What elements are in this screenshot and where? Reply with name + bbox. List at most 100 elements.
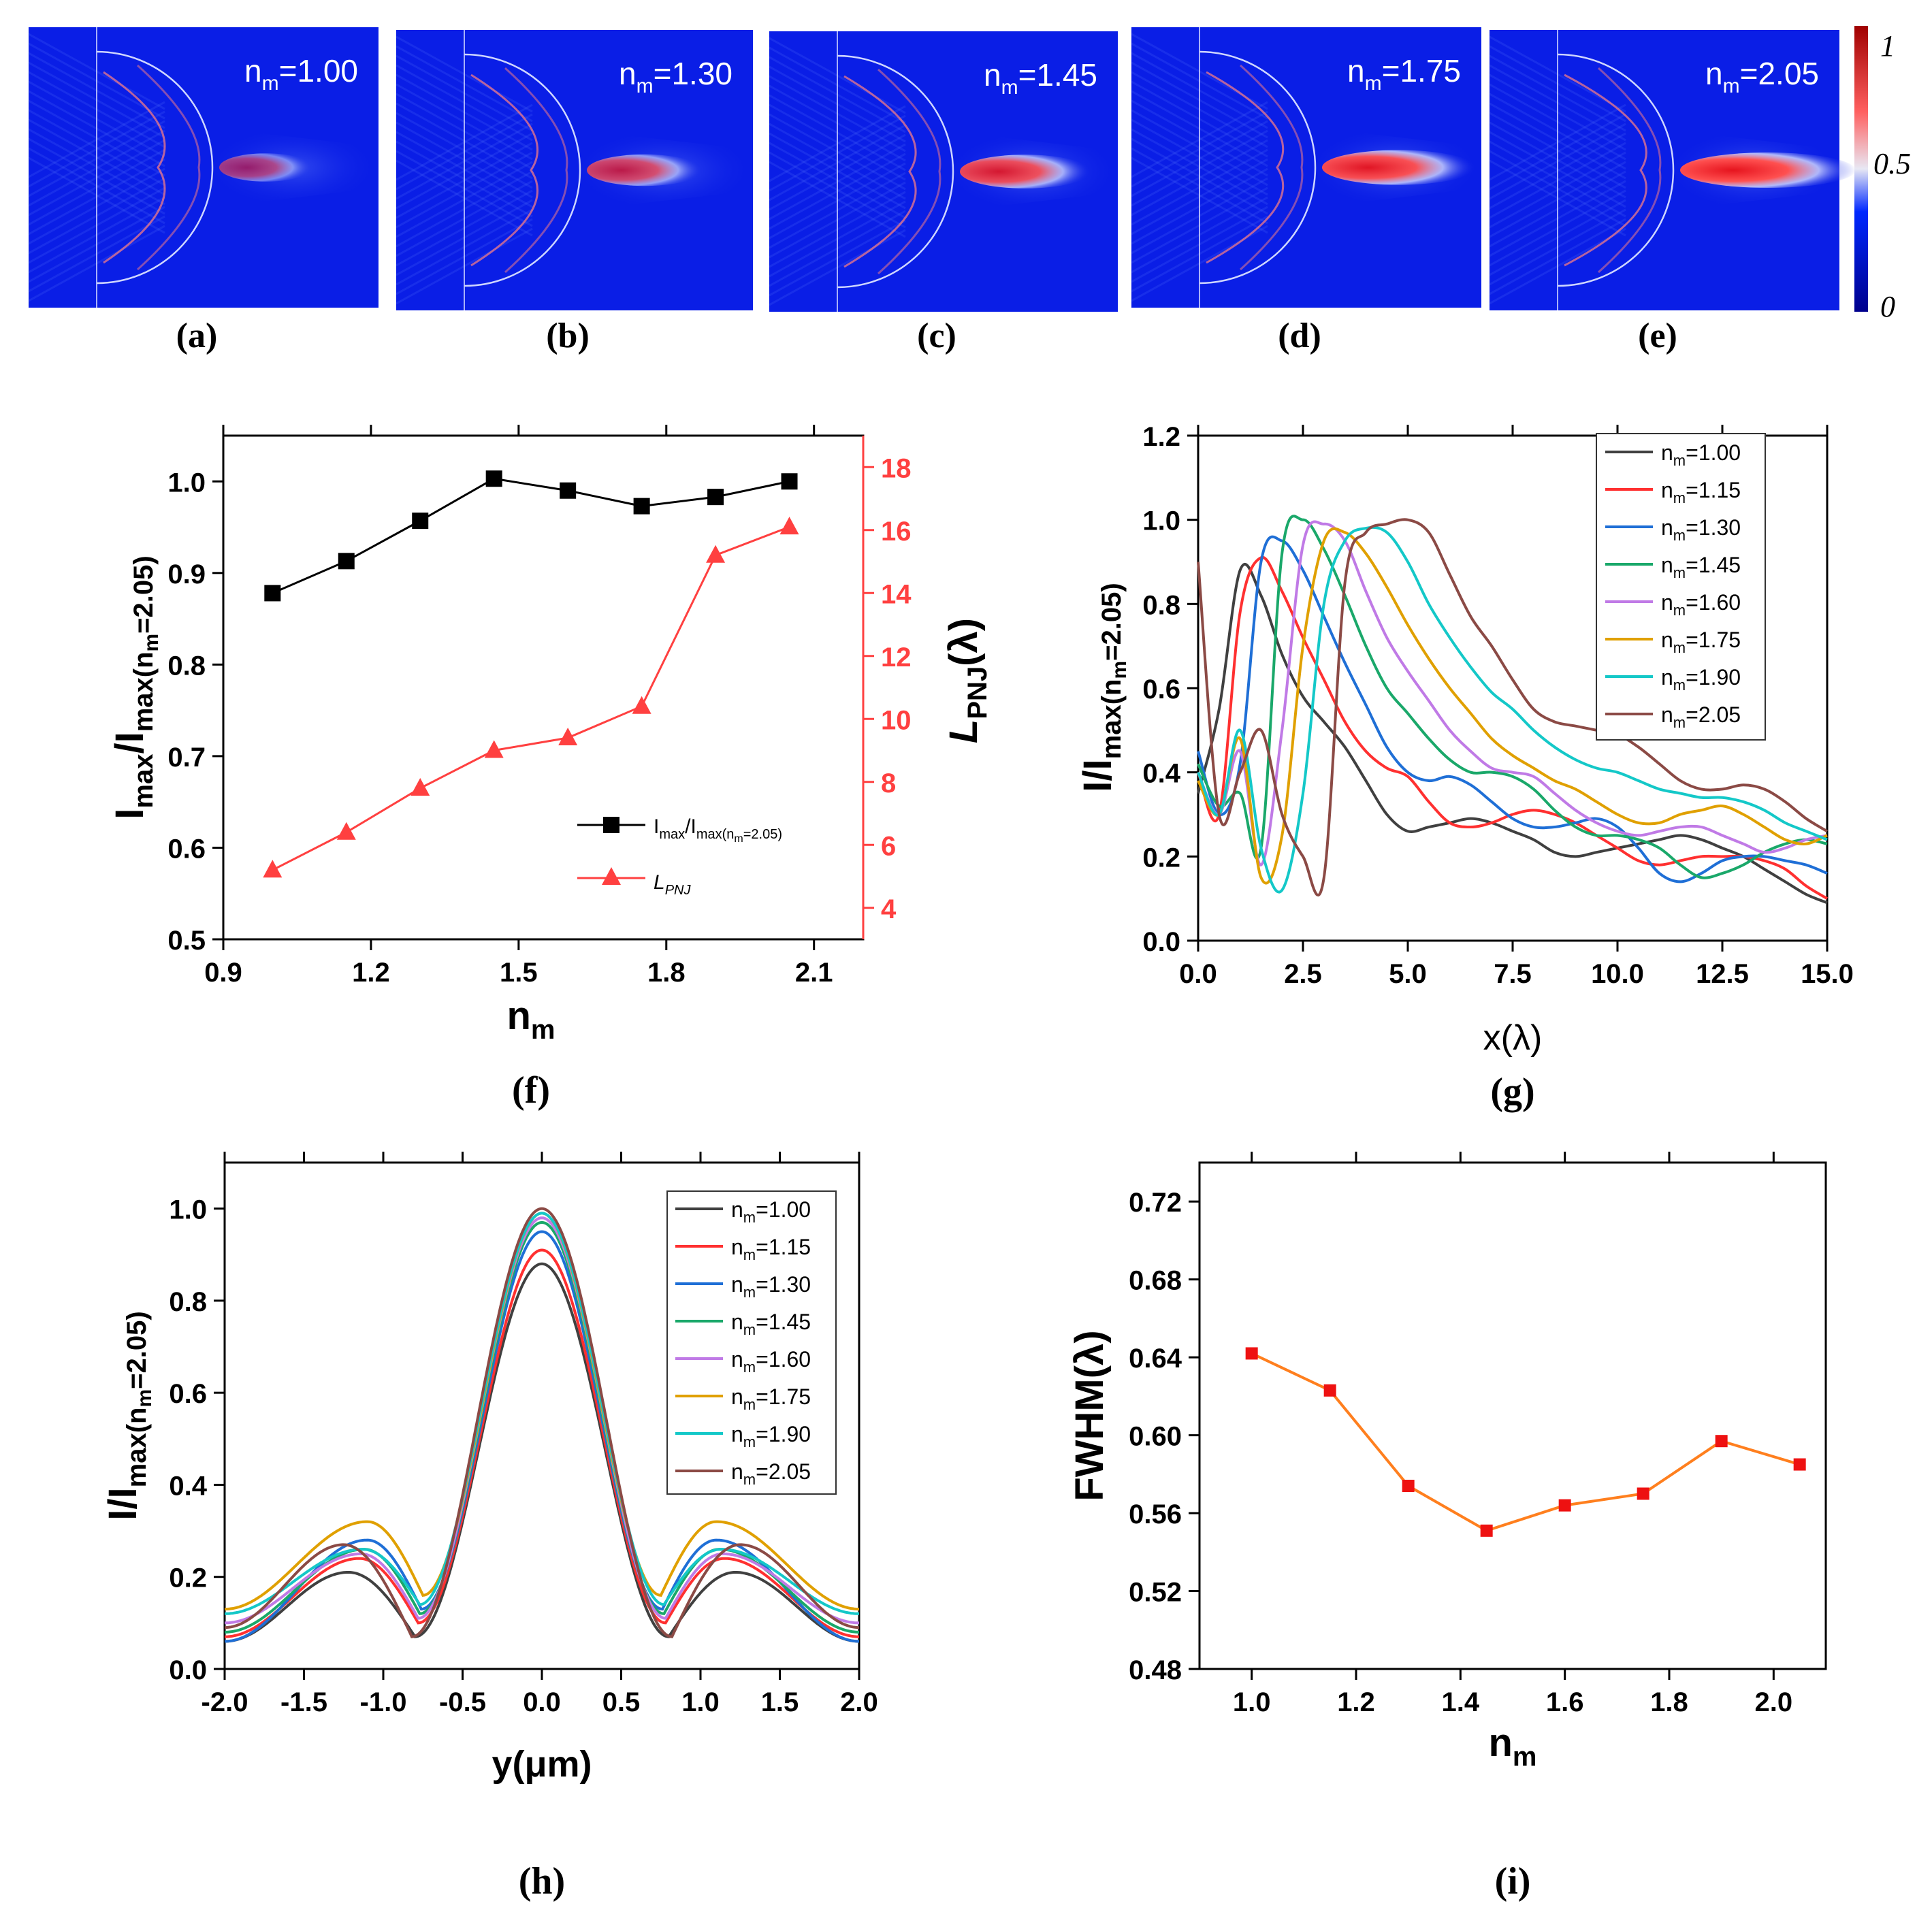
field-map-nm-symbol: n bbox=[1705, 56, 1723, 91]
legend-n: n bbox=[1661, 440, 1673, 465]
x-tick-label: 1.4 bbox=[1442, 1687, 1480, 1717]
legend-n: n bbox=[731, 1197, 743, 1222]
y-tick-label: 1.0 bbox=[1142, 506, 1180, 536]
data-point-square bbox=[707, 489, 724, 506]
field-map-panel-label: (b) bbox=[546, 317, 590, 355]
chart-f-legend: Imax/Imax(nm=2.05) LPNJ bbox=[577, 815, 782, 898]
chart-i: 1.0 1.2 1.4 1.6 1.8 2.0 0.48 0.52 0.56 0.60 0.64 0.… bbox=[1067, 1152, 1827, 1902]
y-tick-label: 0.64 bbox=[1129, 1344, 1182, 1374]
legend-label: nm=1.90 bbox=[731, 1422, 811, 1450]
colorbar-tick-1: 1 bbox=[1880, 29, 1895, 63]
field-map-nm-symbol: n bbox=[1347, 53, 1365, 88]
chart-f: 0.9 1.2 1.5 1.8 2.1 0.5 0.6 0.7 0.8 0.9 1.0 4 6 8 10 12… bbox=[108, 425, 993, 1112]
chart-i-ticks: 1.0 1.2 1.4 1.6 1.8 2.0 0.48 0.52 0.56 0.60 0.64 0.… bbox=[1129, 1152, 1792, 1717]
y-tick-label: 1.0 bbox=[169, 1195, 207, 1225]
field-map-caustic bbox=[103, 71, 166, 264]
legend-sub: m bbox=[743, 1321, 756, 1338]
series-line bbox=[224, 1248, 860, 1638]
field-map-nm-value: =2.05 bbox=[1740, 56, 1819, 91]
field-map-d: nm=1.75 bbox=[1131, 27, 1481, 308]
y-tick-label: 1.2 bbox=[1142, 422, 1180, 452]
legend-sub: m bbox=[743, 1396, 756, 1413]
y-tick-label: 0.9 bbox=[167, 559, 206, 589]
chart-i-frame bbox=[1198, 1161, 1827, 1670]
legend-n: n bbox=[1661, 702, 1673, 727]
field-map-e: nm=2.05 bbox=[1489, 30, 1856, 310]
legend-n: n bbox=[1661, 590, 1673, 615]
legend-sub: m bbox=[743, 1246, 756, 1263]
chart-f-legend-label-red: LPNJ bbox=[654, 871, 691, 898]
legend-label: nm=1.75 bbox=[1661, 628, 1741, 656]
field-map-nm-label: nm=2.05 bbox=[1705, 56, 1819, 97]
chart-h-marks bbox=[224, 1207, 860, 1643]
y-tick-label: 0.7 bbox=[167, 743, 206, 773]
data-point-square bbox=[1245, 1347, 1258, 1360]
legend-label: nm=1.00 bbox=[1661, 440, 1741, 469]
legend-sub: m bbox=[1673, 602, 1686, 619]
chart-f-legend-label-black: Imax/Imax(nm=2.05) bbox=[654, 815, 782, 845]
y-right-tick-label: 6 bbox=[881, 831, 896, 861]
x-tick-label: 1.8 bbox=[1650, 1687, 1688, 1717]
legend-sub: m bbox=[1673, 677, 1686, 694]
legend-label: nm=1.60 bbox=[731, 1347, 811, 1376]
series-line bbox=[1197, 563, 1828, 905]
series-line bbox=[1197, 556, 1829, 900]
field-map-caustic bbox=[1597, 67, 1662, 274]
legend-n: n bbox=[1661, 628, 1673, 652]
field-map-a: nm=1.00 bbox=[28, 27, 379, 308]
legend-value: =2.05 bbox=[1686, 702, 1741, 727]
legend-label: nm=1.45 bbox=[731, 1310, 811, 1338]
chart-f-marks bbox=[263, 470, 799, 878]
x-tick-label: 1.0 bbox=[681, 1687, 720, 1717]
y-tick-label: 0.6 bbox=[1142, 675, 1180, 704]
chart-h-ylabel: I/Imax(nm=2.05) bbox=[101, 1311, 156, 1520]
legend-n: n bbox=[731, 1384, 743, 1409]
data-point-triangle bbox=[779, 517, 799, 535]
chart-h-panel-label: (h) bbox=[519, 1860, 565, 1902]
chart-f-frame bbox=[222, 434, 865, 941]
x-tick-label: 1.0 bbox=[1233, 1687, 1271, 1717]
chart-i-marks bbox=[1245, 1347, 1806, 1537]
y-tick-label: 0.52 bbox=[1129, 1578, 1182, 1608]
x-tick-label: 7.5 bbox=[1494, 959, 1532, 989]
data-point-square bbox=[264, 585, 281, 602]
legend-label: nm=1.75 bbox=[731, 1384, 811, 1413]
legend-sub: m bbox=[743, 1433, 756, 1450]
y-tick-label: 0.72 bbox=[1129, 1188, 1182, 1218]
field-map-panel-label: (c) bbox=[917, 317, 956, 355]
legend-value: =1.15 bbox=[756, 1235, 811, 1259]
data-point-square bbox=[412, 513, 429, 530]
chart-f-ticks: 0.9 1.2 1.5 1.8 2.1 0.5 0.6 0.7 0.8 0.9 1.0 4 6 8 10 12… bbox=[167, 425, 912, 988]
x-tick-label: -1.0 bbox=[360, 1687, 407, 1717]
y-tick-label: 0.2 bbox=[1142, 843, 1180, 873]
data-point-square bbox=[1558, 1499, 1571, 1512]
field-map-nanojet bbox=[960, 155, 1091, 189]
x-tick-label: 5.0 bbox=[1389, 959, 1427, 989]
chart-g-legend-box bbox=[1596, 433, 1766, 741]
y-right-tick-label: 14 bbox=[881, 579, 912, 609]
x-tick-label: 0.0 bbox=[523, 1687, 561, 1717]
x-tick-label: 2.5 bbox=[1284, 959, 1322, 989]
legend-label: nm=1.30 bbox=[1661, 515, 1741, 544]
data-point-triangle bbox=[263, 860, 283, 878]
series-line bbox=[224, 1216, 860, 1625]
y-tick-label: 0.8 bbox=[167, 651, 206, 681]
legend-value: =1.75 bbox=[1686, 628, 1741, 652]
legend-value: =1.90 bbox=[1686, 665, 1741, 690]
field-map-nm-subscript: m bbox=[637, 75, 654, 97]
legend-n: n bbox=[731, 1347, 743, 1372]
chart-f-legend-marker-red bbox=[602, 867, 621, 885]
chart-g-ylabel: I/Imax(nm=2.05) bbox=[1076, 583, 1131, 792]
field-map-nm-subscript: m bbox=[1001, 76, 1018, 99]
legend-label: nm=1.15 bbox=[1661, 478, 1741, 506]
x-tick-label: 10.0 bbox=[1591, 959, 1644, 989]
data-point-square bbox=[485, 470, 502, 487]
data-point-square bbox=[1402, 1480, 1415, 1493]
legend-value: =1.45 bbox=[756, 1310, 811, 1334]
legend-label: nm=1.30 bbox=[731, 1272, 811, 1301]
series-line-triangle bbox=[272, 525, 790, 871]
series-line bbox=[1197, 518, 1829, 897]
x-tick-label: 1.5 bbox=[500, 958, 538, 988]
chart-i-ylabel: FWHM(λ) bbox=[1067, 1330, 1112, 1501]
legend-sub: m bbox=[743, 1284, 756, 1301]
